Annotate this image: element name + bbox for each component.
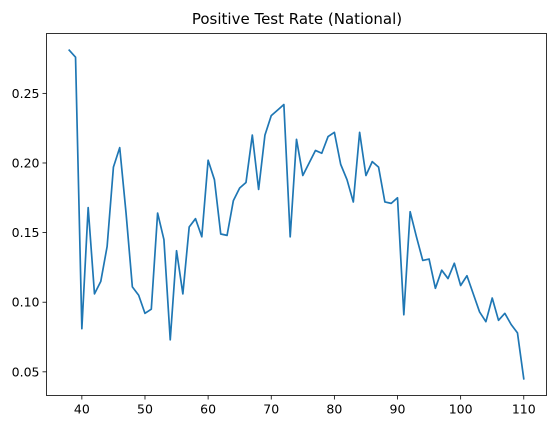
y-tick-label: 0.25	[12, 86, 40, 101]
y-tick-label: 0.20	[12, 155, 40, 170]
x-tick-label: 100	[449, 402, 473, 417]
y-tick-label: 0.10	[12, 295, 40, 310]
x-tick-label: 90	[390, 402, 406, 417]
plot-area: 40 50 60 70 80 90 100 110 0.05 0.10 0.15 0.20 0.25	[12, 49, 536, 417]
x-tick-label: 110	[512, 402, 536, 417]
x-tick-label: 50	[137, 402, 153, 417]
x-tick-label: 60	[200, 402, 216, 417]
x-tick-label: 70	[263, 402, 279, 417]
y-tick-label: 0.05	[12, 364, 40, 379]
series-line	[68, 49, 525, 380]
y-tick-label: 0.15	[12, 225, 40, 240]
axes-frame	[46, 33, 547, 396]
chart-title: Positive Test Rate (National)	[192, 10, 402, 28]
x-tick-label: 40	[74, 402, 90, 417]
x-tick-label: 80	[326, 402, 342, 417]
